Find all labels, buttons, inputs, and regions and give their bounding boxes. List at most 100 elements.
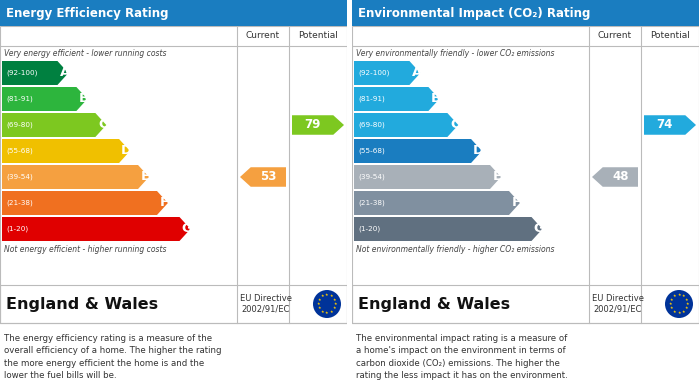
Bar	[0, 0, 347, 26]
Polygon shape	[354, 191, 520, 215]
Bar	[0, 26, 347, 323]
Text: F: F	[160, 197, 169, 210]
Polygon shape	[2, 139, 130, 163]
Text: EU Directive
2002/91/EC: EU Directive 2002/91/EC	[240, 294, 292, 314]
Text: ★: ★	[318, 306, 321, 310]
Text: ★: ★	[330, 310, 333, 314]
Text: ★: ★	[332, 298, 336, 302]
Text: Potential: Potential	[298, 32, 338, 41]
Text: ★: ★	[332, 306, 336, 310]
Polygon shape	[2, 113, 106, 137]
Text: ★: ★	[318, 298, 321, 302]
Bar	[352, 285, 699, 323]
Text: ★: ★	[673, 310, 676, 314]
Text: (92-100): (92-100)	[358, 70, 389, 76]
Text: ★: ★	[334, 302, 337, 306]
Text: 79: 79	[304, 118, 321, 131]
Text: Potential: Potential	[650, 32, 690, 41]
Polygon shape	[2, 191, 168, 215]
Text: (81-91): (81-91)	[6, 96, 33, 102]
Text: Current: Current	[598, 32, 632, 41]
Text: ★: ★	[686, 302, 690, 306]
Polygon shape	[2, 61, 69, 85]
Text: D: D	[473, 145, 484, 158]
Text: ★: ★	[670, 306, 673, 310]
Polygon shape	[354, 139, 482, 163]
Text: G: G	[533, 222, 545, 235]
Polygon shape	[644, 115, 696, 135]
Text: ★: ★	[670, 298, 673, 302]
Polygon shape	[592, 167, 638, 187]
Text: Current: Current	[246, 32, 280, 41]
Circle shape	[313, 290, 341, 318]
Text: (81-91): (81-91)	[358, 96, 385, 102]
Text: ★: ★	[678, 293, 680, 297]
Text: G: G	[182, 222, 192, 235]
Bar	[352, 26, 699, 323]
Text: B: B	[79, 93, 89, 106]
Bar	[0, 285, 347, 323]
Text: D: D	[121, 145, 132, 158]
Text: The energy efficiency rating is a measure of the
overall efficiency of a home. T: The energy efficiency rating is a measur…	[4, 334, 221, 380]
Text: Not environmentally friendly - higher CO₂ emissions: Not environmentally friendly - higher CO…	[356, 246, 554, 255]
Text: B: B	[431, 93, 441, 106]
Text: 48: 48	[612, 170, 629, 183]
Polygon shape	[354, 87, 440, 111]
Bar	[352, 0, 699, 26]
Text: ★: ★	[685, 298, 688, 302]
Text: 74: 74	[657, 118, 673, 131]
Text: ★: ★	[682, 294, 685, 298]
Text: Energy Efficiency Rating: Energy Efficiency Rating	[6, 7, 169, 20]
Text: ★: ★	[673, 294, 676, 298]
Text: (92-100): (92-100)	[6, 70, 37, 76]
Polygon shape	[354, 217, 542, 241]
Polygon shape	[354, 165, 501, 189]
Text: ★: ★	[668, 302, 672, 306]
Text: Not energy efficient - higher running costs: Not energy efficient - higher running co…	[4, 246, 167, 255]
Polygon shape	[292, 115, 344, 135]
Text: (21-38): (21-38)	[358, 200, 385, 206]
Text: ★: ★	[685, 306, 688, 310]
Text: ★: ★	[316, 302, 320, 306]
Text: (55-68): (55-68)	[6, 148, 33, 154]
Polygon shape	[2, 165, 149, 189]
Text: C: C	[450, 118, 460, 131]
Text: England & Wales: England & Wales	[358, 296, 510, 312]
Text: (69-80): (69-80)	[358, 122, 385, 128]
Polygon shape	[354, 113, 458, 137]
Bar	[352, 285, 699, 323]
Text: E: E	[493, 170, 502, 183]
Polygon shape	[2, 87, 87, 111]
Text: ★: ★	[321, 310, 324, 314]
Text: Very energy efficient - lower running costs: Very energy efficient - lower running co…	[4, 50, 167, 59]
Polygon shape	[240, 167, 286, 187]
Bar	[352, 26, 699, 323]
Text: A: A	[60, 66, 70, 79]
Text: England & Wales: England & Wales	[6, 296, 158, 312]
Text: Very environmentally friendly - lower CO₂ emissions: Very environmentally friendly - lower CO…	[356, 50, 554, 59]
Bar	[0, 26, 347, 323]
Text: F: F	[512, 197, 522, 210]
Polygon shape	[2, 217, 190, 241]
Text: The environmental impact rating is a measure of
a home's impact on the environme: The environmental impact rating is a mea…	[356, 334, 568, 380]
Text: Environmental Impact (CO₂) Rating: Environmental Impact (CO₂) Rating	[358, 7, 590, 20]
Text: C: C	[98, 118, 108, 131]
Bar	[0, 285, 347, 323]
Text: (55-68): (55-68)	[358, 148, 385, 154]
Text: ★: ★	[682, 310, 685, 314]
Text: (1-20): (1-20)	[6, 226, 28, 232]
Text: (39-54): (39-54)	[6, 174, 33, 180]
Text: (69-80): (69-80)	[6, 122, 33, 128]
Text: (21-38): (21-38)	[6, 200, 33, 206]
Text: ★: ★	[326, 293, 329, 297]
Circle shape	[665, 290, 693, 318]
Text: (1-20): (1-20)	[358, 226, 380, 232]
Text: ★: ★	[678, 311, 680, 315]
Text: 53: 53	[260, 170, 276, 183]
Text: ★: ★	[321, 294, 324, 298]
Text: EU Directive
2002/91/EC: EU Directive 2002/91/EC	[592, 294, 644, 314]
Text: A: A	[412, 66, 422, 79]
Text: ★: ★	[330, 294, 333, 298]
Text: E: E	[141, 170, 150, 183]
Text: (39-54): (39-54)	[358, 174, 385, 180]
